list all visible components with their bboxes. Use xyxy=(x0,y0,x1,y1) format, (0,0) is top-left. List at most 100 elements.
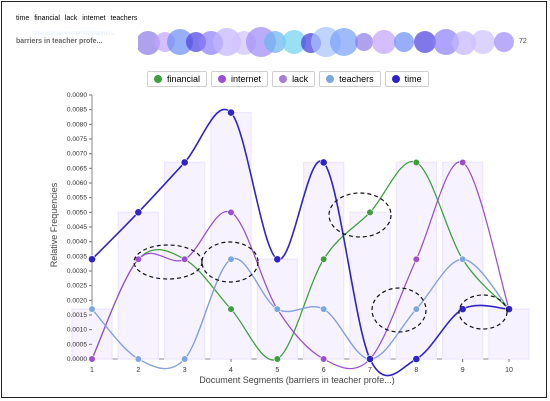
financial-point xyxy=(320,255,328,263)
x-tick-label: 1 xyxy=(90,367,94,374)
term-internet[interactable]: internet xyxy=(82,15,106,22)
internet-point xyxy=(181,255,189,263)
term-filter-bar: time financial lack internet teachers xyxy=(16,14,140,23)
x-tick-label: 3 xyxy=(183,367,187,374)
teachers-point xyxy=(459,255,467,263)
ghost-financial: financial xyxy=(33,31,56,37)
legend-time-dot xyxy=(391,75,400,83)
term-financial[interactable]: financial xyxy=(34,15,60,22)
teachers-point xyxy=(134,355,142,363)
legend-teachers[interactable]: teachers xyxy=(319,71,381,87)
y-tick-label: 0.0030 xyxy=(67,268,88,275)
chart-legend: financial internet lack teachers time xyxy=(147,70,429,88)
teachers-point xyxy=(273,305,281,313)
time-point xyxy=(273,255,282,264)
x-tick-label: 2 xyxy=(136,367,140,374)
x-tick-label: 4 xyxy=(229,367,233,374)
financial-point xyxy=(366,208,374,216)
x-tick-label: 8 xyxy=(414,367,418,374)
y-tick-label: 0.0080 xyxy=(67,121,88,128)
callout-ellipse xyxy=(371,287,427,333)
y-tick-label: 0.0090 xyxy=(67,92,88,99)
segment-bar xyxy=(488,308,530,360)
financial-point xyxy=(273,355,281,363)
x-tick-label: 6 xyxy=(322,367,326,374)
y-axis-title: Relative Frequencies xyxy=(49,182,59,267)
callout-ellipse xyxy=(328,192,392,238)
legend-financial[interactable]: financial xyxy=(147,71,208,87)
legend-lack-dot xyxy=(279,75,288,83)
legend-lack[interactable]: lack xyxy=(272,71,316,87)
internet-point xyxy=(227,208,235,216)
legend-internet[interactable]: internet xyxy=(211,71,269,87)
legend-lack-label: lack xyxy=(292,74,309,84)
time-point xyxy=(180,158,189,167)
y-tick-label: 0.0035 xyxy=(67,253,88,260)
time-point xyxy=(134,208,143,217)
time-point xyxy=(319,158,328,167)
x-tick-label: 10 xyxy=(505,367,513,374)
y-tick-label: 0.0015 xyxy=(67,312,88,319)
x-tick-label: 9 xyxy=(461,367,465,374)
y-tick-label: 0.0025 xyxy=(67,283,88,290)
callout-ellipse xyxy=(458,294,508,330)
financial-point xyxy=(412,158,420,167)
teachers-point xyxy=(412,305,420,313)
legend-time[interactable]: time xyxy=(384,71,429,87)
term-bubble xyxy=(372,30,396,54)
teachers-point xyxy=(320,305,328,313)
document-term-ghost-labels: financial lack internet teachers xyxy=(33,31,114,37)
term-bubble xyxy=(330,28,358,56)
internet-point xyxy=(320,355,328,363)
callout-ellipse xyxy=(201,241,259,283)
term-bubble xyxy=(264,31,286,53)
time-point xyxy=(227,108,235,117)
callout-ellipse xyxy=(133,244,203,280)
term-bubble xyxy=(167,29,193,55)
y-tick-label: 0.0010 xyxy=(67,327,88,334)
teachers-series-line xyxy=(91,257,510,370)
document-label: barriers in teacher profe... xyxy=(16,38,103,45)
term-teachers[interactable]: teachers xyxy=(110,15,138,22)
term-bubble xyxy=(471,30,495,54)
legend-financial-label: financial xyxy=(167,74,201,84)
term-bubble-strip xyxy=(138,27,514,57)
y-tick-label: 0.0075 xyxy=(67,136,88,143)
legend-teachers-label: teachers xyxy=(339,74,374,84)
x-tick-label: 7 xyxy=(368,367,372,374)
legend-financial-dot xyxy=(154,75,162,83)
internet-point xyxy=(412,255,420,263)
y-tick-label: 0.0005 xyxy=(67,341,88,348)
y-tick-label: 0.0020 xyxy=(67,297,88,304)
legend-time-label: time xyxy=(404,74,422,84)
teachers-point xyxy=(227,255,235,263)
term-bubble xyxy=(433,29,459,55)
time-point xyxy=(458,305,467,314)
time-series-line xyxy=(91,108,510,377)
y-tick-label: 0.0065 xyxy=(67,165,88,172)
financial-series-line xyxy=(91,160,510,361)
teachers-point xyxy=(181,355,189,363)
time-point xyxy=(412,355,421,363)
term-bubble xyxy=(355,33,373,51)
y-tick-label: 0.0040 xyxy=(67,239,88,246)
term-bubble xyxy=(138,31,160,55)
term-bubble xyxy=(414,31,436,53)
x-axis-title: Document Segments (barriers in teacher p… xyxy=(199,375,395,385)
internet-point xyxy=(459,158,467,167)
term-lack[interactable]: lack xyxy=(64,15,78,22)
time-point xyxy=(88,255,96,264)
x-tick-label: 5 xyxy=(275,367,279,374)
segment-bar xyxy=(117,211,159,360)
time-point xyxy=(366,355,374,363)
term-bubble xyxy=(394,32,414,52)
ghost-lack: lack xyxy=(56,31,68,37)
legend-internet-dot xyxy=(218,75,227,83)
term-bubble xyxy=(282,30,306,54)
term-time[interactable]: time xyxy=(16,15,30,22)
segment-bar xyxy=(71,308,113,360)
legend-internet-label: internet xyxy=(231,74,262,84)
ghost-internet: internet xyxy=(69,31,90,37)
y-tick-label: 0.0050 xyxy=(67,209,88,216)
